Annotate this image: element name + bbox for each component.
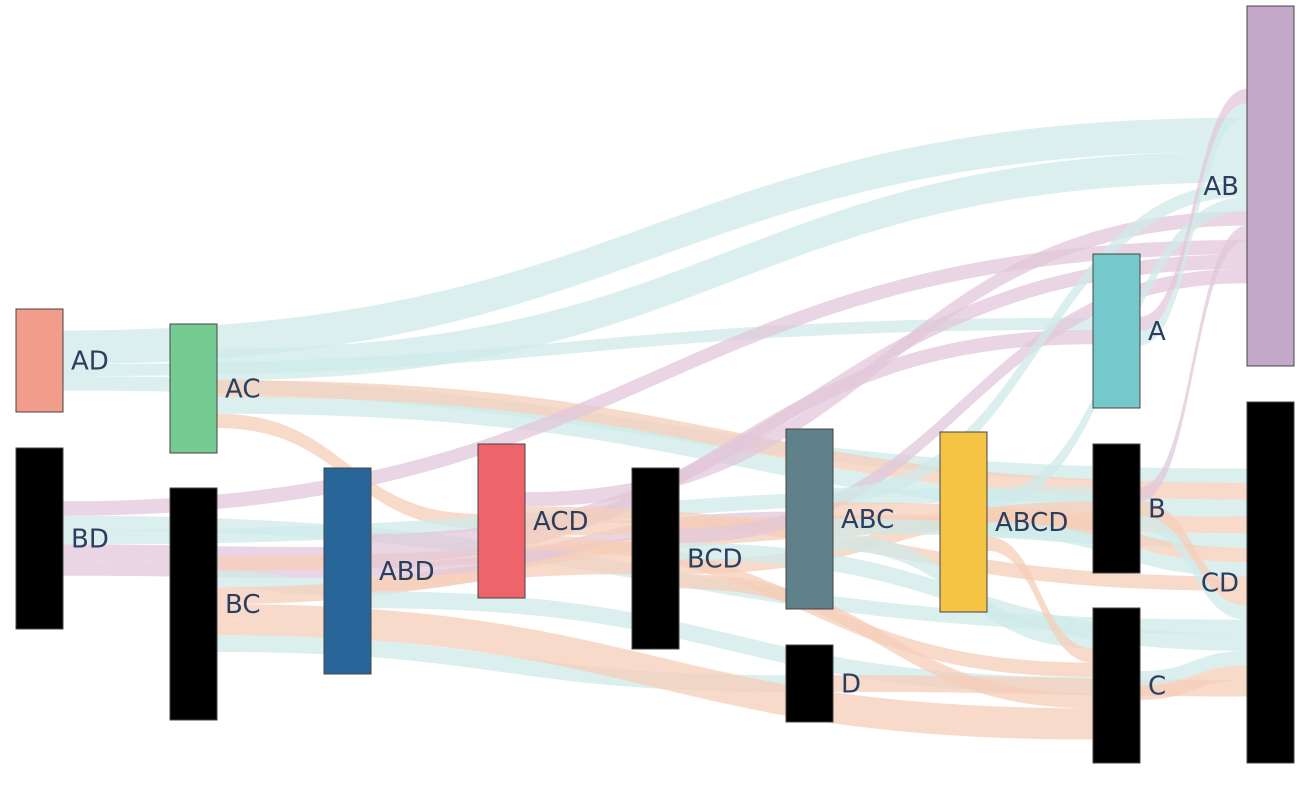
link-abc-to-ab-33[interactable] (833, 182, 1247, 503)
link-c-to-cd-48[interactable] (1140, 665, 1247, 700)
node-label-acd: ACD (533, 507, 589, 537)
link-a-to-ab-43[interactable] (1140, 103, 1247, 346)
node-label-abc: ABC (841, 505, 894, 535)
link-bcd-to-c-32[interactable] (679, 574, 1093, 709)
link-ac-to-ab-4[interactable] (217, 151, 1247, 366)
node-label-abd: ABD (379, 557, 435, 587)
link-a-to-ab-42[interactable] (1140, 88, 1247, 331)
link-bd-to-ab-9[interactable] (63, 240, 1247, 516)
link-bcd-to-ab-29[interactable] (679, 268, 1247, 543)
link-acd-to-ab-25[interactable] (525, 211, 1247, 507)
node-label-ad: AD (71, 347, 109, 377)
node-cd[interactable] (1246, 401, 1295, 764)
node-bcd[interactable] (631, 467, 680, 650)
link-b-to-cd-45[interactable] (1140, 501, 1247, 606)
node-c[interactable] (1092, 607, 1141, 764)
sankey-nodes (15, 5, 1295, 764)
link-c-to-cd-47[interactable] (1140, 650, 1247, 686)
node-label-c: C (1148, 672, 1166, 702)
node-label-cd: CD (1201, 569, 1239, 599)
node-bd[interactable] (15, 447, 64, 630)
node-abc[interactable] (785, 428, 834, 610)
node-label-bd: BD (71, 525, 109, 555)
link-abd-to-c-24[interactable] (371, 591, 1093, 694)
node-label-bc: BC (225, 590, 261, 620)
node-a[interactable] (1092, 253, 1141, 409)
node-label-d: D (841, 670, 861, 700)
node-label-abcd: ABCD (995, 508, 1068, 538)
node-abcd[interactable] (939, 431, 988, 613)
node-ab[interactable] (1246, 5, 1295, 367)
link-b-to-cd-46[interactable] (1140, 515, 1247, 620)
link-ad-to-ab-0[interactable] (63, 117, 1247, 350)
node-label-ac: AC (225, 375, 260, 405)
link-abd-to-a-21[interactable] (371, 329, 1093, 563)
node-d[interactable] (785, 644, 834, 723)
link-bc-to-c-18[interactable] (217, 604, 1093, 726)
node-b[interactable] (1092, 443, 1141, 574)
node-abd[interactable] (323, 467, 372, 675)
link-abcd-to-c-41[interactable] (987, 536, 1093, 663)
node-label-ab: AB (1203, 172, 1239, 202)
node-label-a: A (1148, 317, 1166, 347)
link-ad-to-ab-1[interactable] (63, 136, 1247, 365)
link-bc-to-c-19[interactable] (217, 620, 1093, 740)
link-b-to-ab-44[interactable] (1140, 225, 1247, 502)
link-ac-to-ab-5[interactable] (217, 168, 1247, 381)
node-ad[interactable] (15, 308, 64, 413)
node-label-b: B (1148, 495, 1166, 525)
node-ac[interactable] (169, 323, 218, 454)
node-acd[interactable] (477, 443, 526, 599)
node-bc[interactable] (169, 487, 218, 721)
node-label-bcd: BCD (687, 545, 743, 575)
